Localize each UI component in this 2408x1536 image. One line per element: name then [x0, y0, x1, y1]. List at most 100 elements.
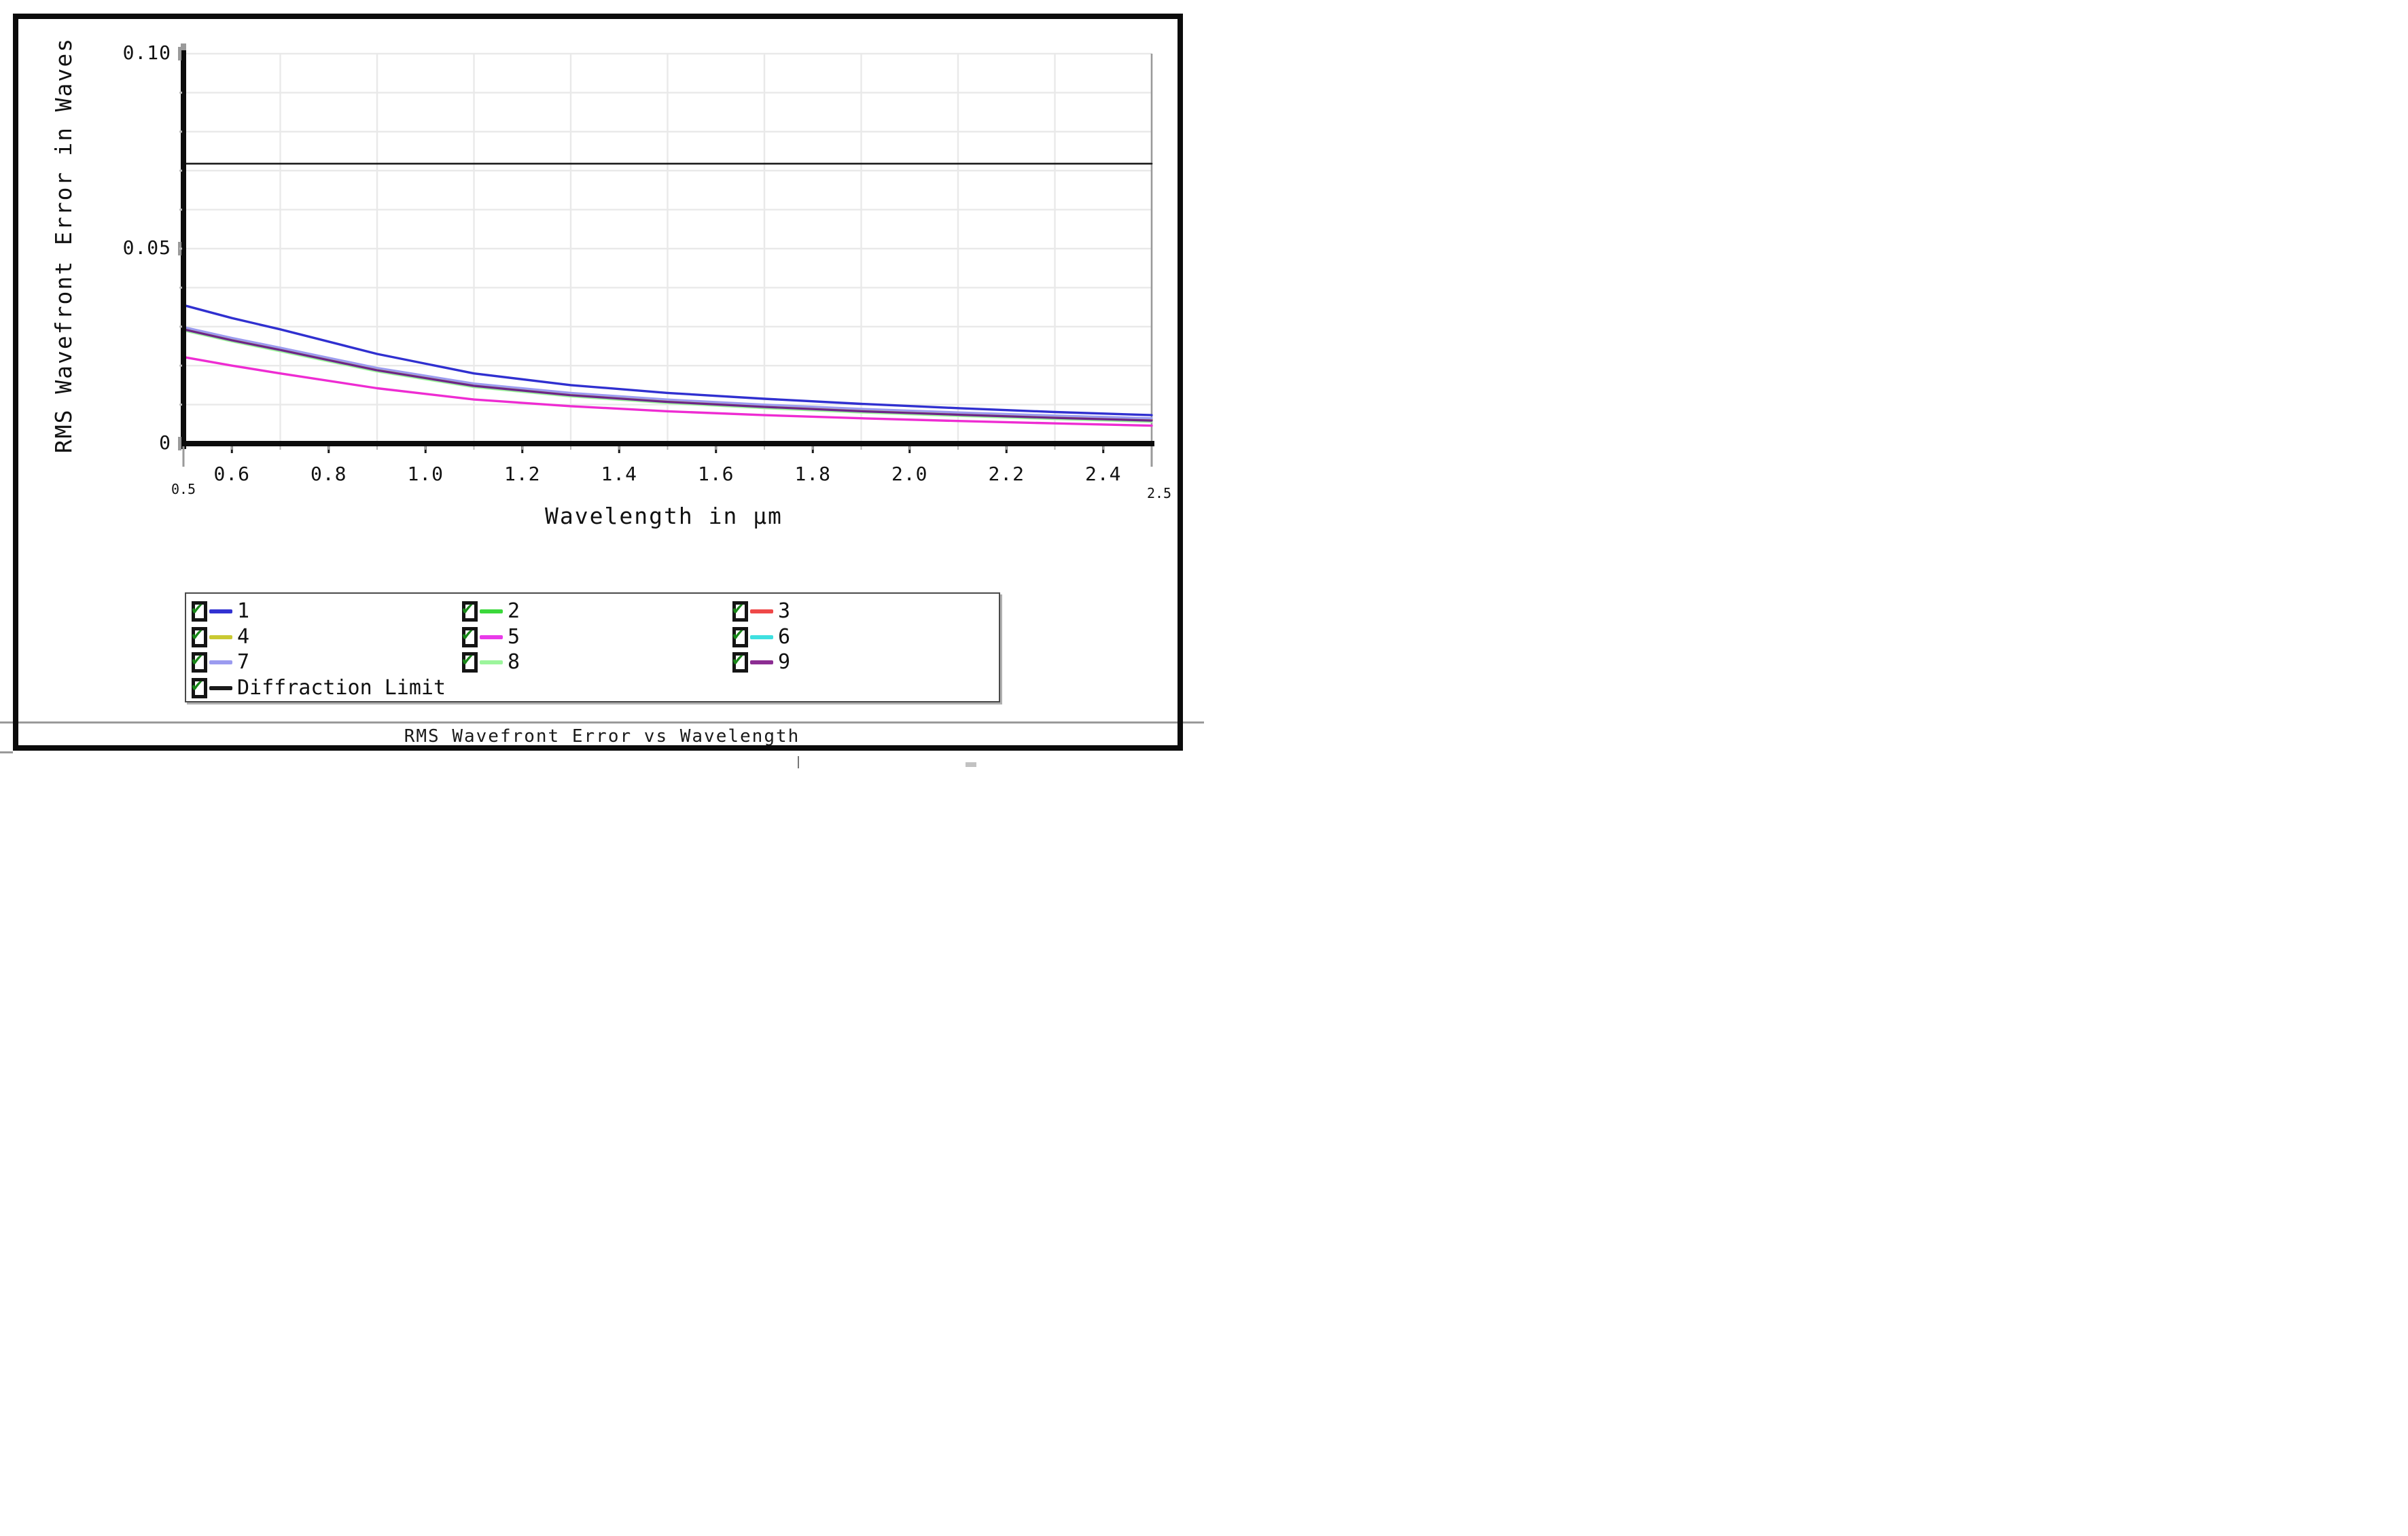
- x-minor-tick: [570, 446, 571, 450]
- legend-label: 7: [237, 650, 250, 674]
- y-major-tick: [178, 437, 181, 450]
- x-minor-tick: [715, 446, 717, 450]
- legend-color-dash: [480, 660, 503, 664]
- legend-color-dash: [480, 635, 503, 639]
- legend-checkbox-3[interactable]: ✔: [732, 598, 748, 622]
- legend-item-6: ✔ 6: [732, 624, 791, 649]
- x-axis-title: Wavelength in μm: [545, 503, 783, 529]
- series-line-7: [182, 325, 1153, 420]
- legend-label: 4: [237, 625, 250, 649]
- legend-label: 6: [778, 625, 791, 649]
- x-left-end-tick: [182, 446, 185, 467]
- x-tick-label: 2.4: [1084, 463, 1122, 485]
- x-minor-tick: [473, 446, 475, 450]
- legend-color-dash: [209, 686, 232, 690]
- x-minor-tick: [1006, 446, 1008, 450]
- x-tick-label: 2.0: [891, 463, 928, 485]
- window-shadow-stub: [0, 751, 13, 753]
- legend-checkbox-7[interactable]: ✔: [192, 649, 207, 673]
- legend-item-3: ✔ 3: [732, 598, 790, 622]
- legend-label: 8: [508, 650, 520, 674]
- checkmark-icon: ✔: [732, 624, 744, 645]
- x-minor-tick: [1102, 446, 1104, 450]
- x-minor-tick: [376, 446, 378, 450]
- y-minor-tick: [179, 325, 182, 328]
- y-minor-tick: [179, 247, 182, 250]
- x-minor-tick: [521, 446, 523, 450]
- checkmark-icon: ✔: [192, 598, 203, 619]
- legend-color-dash: [750, 609, 773, 613]
- checkmark-icon: ✔: [192, 649, 203, 670]
- x-minor-tick: [1054, 446, 1056, 450]
- series-line-1: [182, 304, 1153, 416]
- x-minor-tick: [618, 446, 620, 450]
- legend-color-dash: [209, 635, 232, 639]
- y-minor-tick: [179, 404, 182, 406]
- y-axis-line: [181, 50, 186, 449]
- legend-checkbox-2[interactable]: ✔: [462, 598, 478, 622]
- y-minor-tick: [179, 91, 182, 94]
- legend-label: 1: [237, 599, 250, 623]
- legend-color-dash: [750, 660, 773, 664]
- background-window-edge: [798, 756, 799, 768]
- legend-checkbox-6[interactable]: ✔: [732, 624, 748, 647]
- legend-box: ✔ 1 ✔ 2 ✔ 3 ✔ 4 ✔ 5 ✔ 6 ✔ 7 ✔ 8 ✔ 9 ✔ Diffraction Limit: [185, 592, 1000, 702]
- checkmark-icon: ✔: [732, 598, 744, 619]
- y-minor-tick: [179, 364, 182, 367]
- y-major-tick: [178, 47, 181, 60]
- legend-item-7: ✔ 7: [192, 649, 250, 674]
- series-line-8: [182, 329, 1153, 423]
- checkmark-icon: ✔: [462, 624, 474, 645]
- x-minor-tick: [812, 446, 814, 450]
- y-minor-tick: [179, 130, 182, 133]
- x-tick-label: 0.8: [310, 463, 347, 485]
- x-tick-label: 1.8: [794, 463, 832, 485]
- legend-checkbox-1[interactable]: ✔: [192, 598, 207, 622]
- legend-color-dash: [209, 660, 232, 664]
- x-minor-tick: [231, 446, 233, 450]
- legend-color-dash: [750, 635, 773, 639]
- legend-checkbox-diffraction-limit[interactable]: ✔: [192, 675, 207, 698]
- x-tick-label: 2.2: [988, 463, 1025, 485]
- legend-checkbox-4[interactable]: ✔: [192, 624, 207, 647]
- legend-color-dash: [209, 609, 232, 613]
- series-line-9: [182, 328, 1153, 422]
- x-minor-tick: [425, 446, 427, 450]
- y-tick-label: 0.05: [122, 236, 171, 259]
- legend-item-9: ✔ 9: [732, 649, 791, 674]
- checkmark-icon: ✔: [192, 624, 203, 645]
- plot-canvas: [178, 43, 1154, 467]
- y-minor-tick: [179, 169, 182, 172]
- y-axis-top-cap: [181, 43, 186, 50]
- y-tick-label: 0: [159, 431, 171, 454]
- checkmark-icon: ✔: [462, 649, 474, 670]
- legend-checkbox-9[interactable]: ✔: [732, 649, 748, 673]
- application-window: RMS Wavefront Error in Waves Wavelength …: [0, 0, 1204, 768]
- footer-title: RMS Wavefront Error vs Wavelength: [404, 726, 800, 747]
- x-minor-tick: [327, 446, 330, 450]
- legend-label: Diffraction Limit: [237, 676, 446, 700]
- y-tick-label: 0.10: [122, 41, 171, 64]
- legend-item-diffraction-limit: ✔ Diffraction Limit: [192, 675, 446, 700]
- x-tick-label: 1.4: [601, 463, 638, 485]
- footer-separator-line: [0, 721, 1204, 724]
- checkmark-icon: ✔: [732, 649, 744, 670]
- y-minor-tick: [179, 209, 182, 211]
- x-end-label-min: 0.5: [171, 481, 196, 497]
- legend-label: 9: [778, 650, 791, 674]
- checkmark-icon: ✔: [192, 675, 203, 696]
- x-tick-label: 1.6: [697, 463, 734, 485]
- legend-item-4: ✔ 4: [192, 624, 250, 649]
- legend-item-1: ✔ 1: [192, 598, 250, 623]
- x-tick-label: 0.6: [213, 463, 251, 485]
- background-window-mark: [966, 762, 976, 767]
- y-minor-tick: [179, 286, 182, 289]
- legend-checkbox-8[interactable]: ✔: [462, 649, 478, 673]
- x-minor-tick: [279, 446, 281, 450]
- x-axis-line: [181, 441, 1154, 446]
- legend-color-dash: [480, 609, 503, 613]
- legend-checkbox-5[interactable]: ✔: [462, 624, 478, 647]
- legend-item-2: ✔ 2: [462, 598, 520, 622]
- checkmark-icon: ✔: [462, 598, 474, 619]
- x-minor-tick: [764, 446, 765, 450]
